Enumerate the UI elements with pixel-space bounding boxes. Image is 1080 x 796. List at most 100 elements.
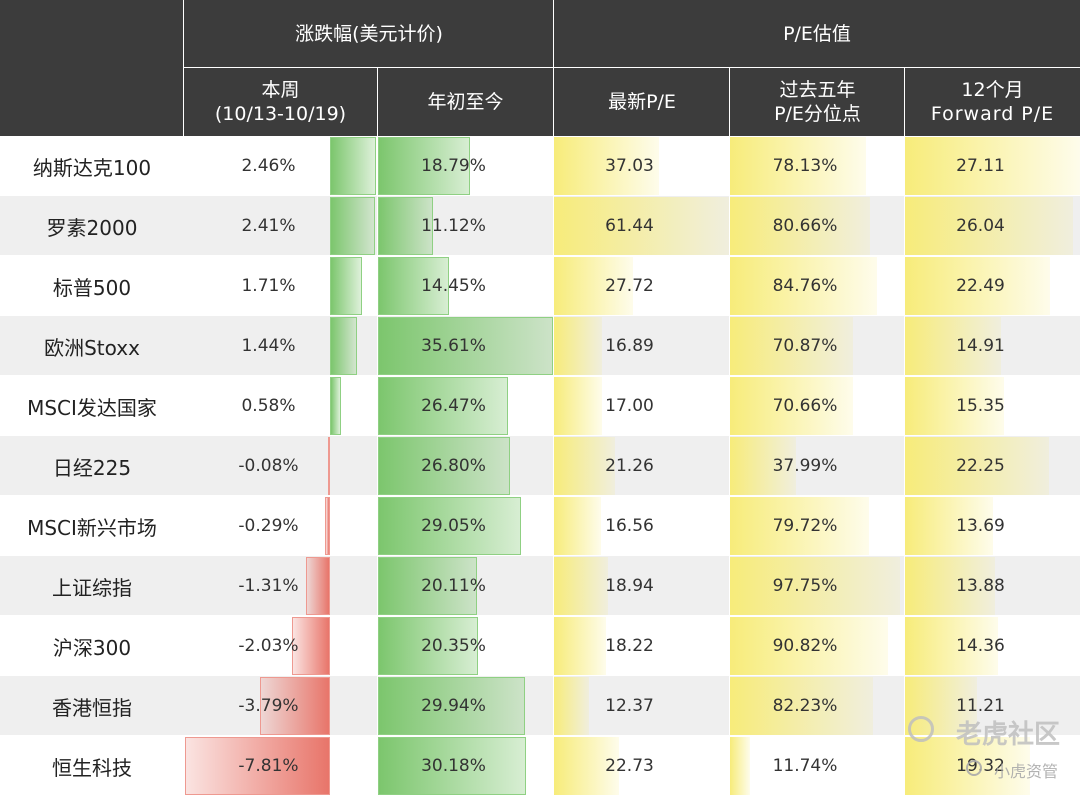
value-ytd: 35.61%: [421, 336, 486, 356]
value-fwd: 22.25: [956, 456, 1005, 476]
value-ytd: 20.35%: [421, 636, 486, 656]
bar-pct: [730, 257, 878, 315]
value-pct: 70.87%: [772, 336, 838, 356]
tiger-logo-icon: [908, 716, 934, 742]
row-label: 日经225: [52, 455, 132, 480]
value-pct: 11.74%: [772, 756, 838, 776]
row-label: 欧洲Stoxx: [44, 335, 140, 360]
bar-pe: [554, 137, 660, 195]
bar-ytd: [378, 317, 553, 375]
value-ytd: 20.11%: [421, 576, 486, 596]
value-fwd: 14.91: [956, 336, 1005, 356]
bar-fwd: [905, 437, 1049, 495]
value-ytd: 18.79%: [421, 156, 486, 176]
bar-fwd: [905, 137, 1080, 195]
header-divider: [183, 0, 184, 136]
bar-ytd: [378, 737, 527, 795]
bar-fwd: [905, 557, 995, 615]
bar-pct: [730, 317, 854, 375]
watermark-brand: 老虎社区: [955, 720, 1060, 750]
value-week: -1.31%: [238, 576, 299, 596]
bar-fwd: [905, 317, 1002, 375]
header-divider: [553, 0, 554, 136]
value-pct: 97.75%: [772, 576, 838, 596]
bar-week-positive: [330, 137, 376, 195]
bar-pe: [554, 617, 606, 675]
value-fwd: 22.49: [956, 276, 1005, 296]
col-header-week: 本周 (10/13-10/19): [184, 68, 377, 136]
value-ytd: 14.45%: [421, 276, 486, 296]
bar-week-negative: [292, 617, 330, 675]
header-divider: [729, 68, 730, 136]
bar-week-negative: [324, 497, 330, 555]
table-row-background: [0, 196, 1080, 256]
tiger-small-logo-icon: [966, 760, 982, 776]
row-label: 罗素2000: [46, 215, 138, 240]
bar-fwd: [905, 497, 994, 555]
bar-pct: [730, 197, 871, 255]
bar-week-positive: [330, 197, 376, 255]
bar-pct: [730, 497, 869, 555]
bar-ytd: [378, 437, 510, 495]
value-pct: 37.99%: [772, 456, 838, 476]
value-week: 0.58%: [241, 396, 296, 416]
value-fwd: 14.36: [956, 636, 1005, 656]
row-divider: [0, 255, 1080, 256]
value-pe: 27.72: [605, 276, 654, 296]
value-ytd: 30.18%: [421, 756, 486, 776]
column-divider: [377, 136, 378, 794]
value-pe: 16.56: [605, 516, 654, 536]
watermark-sub: 小虎资管: [993, 762, 1058, 781]
col-header-pct-line2: P/E分位点: [774, 103, 861, 125]
table-row-background: [0, 436, 1080, 496]
col-header-forward-pe: 12个月 Forward P/E: [905, 68, 1080, 136]
value-pct: 80.66%: [772, 216, 838, 236]
bar-pct: [730, 557, 901, 615]
bar-pe: [554, 257, 633, 315]
bar-pe: [554, 197, 729, 255]
row-label: MSCI新兴市场: [27, 515, 157, 540]
row-label: 恒生科技: [52, 755, 132, 780]
bar-fwd: [905, 617, 998, 675]
value-pct: 78.13%: [772, 156, 838, 176]
value-week: 2.46%: [241, 156, 296, 176]
bar-fwd: [905, 377, 1005, 435]
value-week: -0.08%: [238, 456, 299, 476]
bar-pct: [730, 137, 866, 195]
value-pe: 61.44: [605, 216, 654, 236]
value-week: -0.29%: [238, 516, 299, 536]
row-label: 标普500: [52, 275, 132, 300]
value-ytd: 29.05%: [421, 516, 486, 536]
value-pe: 12.37: [605, 696, 654, 716]
column-divider: [553, 136, 554, 794]
col-header-fwd-line2: Forward P/E: [930, 103, 1055, 125]
col-header-pe: 最新P/E: [554, 68, 730, 136]
row-divider: [0, 435, 1080, 436]
value-fwd: 26.04: [956, 216, 1005, 236]
value-fwd: 13.69: [956, 516, 1005, 536]
row-divider: [0, 495, 1080, 496]
row-divider: [0, 195, 1080, 196]
row-label: MSCI发达国家: [27, 395, 157, 420]
col-header-fwd-line1: 12个月: [961, 79, 1024, 101]
bar-pct: [730, 737, 751, 795]
bar-pe: [554, 437, 615, 495]
row-label: 纳斯达克100: [32, 155, 152, 180]
value-ytd: 11.12%: [421, 216, 486, 236]
group-header-change: 涨跌幅(美元计价): [184, 0, 554, 68]
value-ytd: 26.80%: [421, 456, 486, 476]
row-divider: [0, 555, 1080, 556]
value-pct: 82.23%: [772, 696, 838, 716]
bar-pe: [554, 677, 590, 735]
bar-ytd: [378, 257, 449, 315]
row-divider: [0, 315, 1080, 316]
value-week: 1.44%: [241, 336, 296, 356]
col-header-week-line2: (10/13-10/19): [214, 103, 347, 125]
bar-ytd: [378, 137, 471, 195]
col-header-pct-line1: 过去五年: [779, 79, 856, 101]
row-label: 沪深300: [52, 635, 132, 660]
value-fwd: 13.88: [956, 576, 1005, 596]
value-fwd: 11.21: [956, 696, 1005, 716]
bar-week-negative: [259, 677, 330, 735]
value-week: -3.79%: [238, 696, 299, 716]
